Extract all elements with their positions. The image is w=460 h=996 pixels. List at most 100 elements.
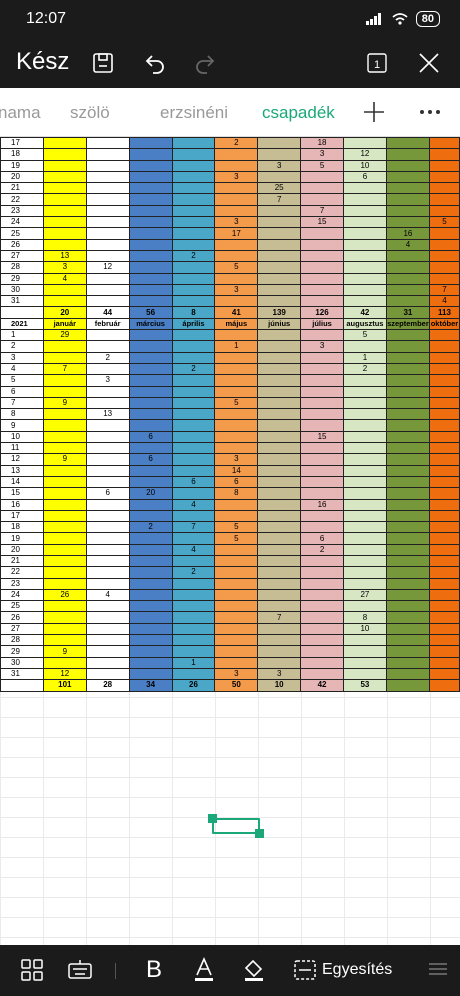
tab-erzsineni[interactable]: erzsinéni <box>160 103 229 122</box>
table-cell[interactable] <box>85 566 130 579</box>
table-cell[interactable] <box>428 453 460 466</box>
table-cell[interactable] <box>257 148 302 161</box>
table-cell[interactable]: 50 <box>214 679 259 692</box>
table-cell[interactable] <box>385 509 430 523</box>
table-cell[interactable] <box>128 385 173 398</box>
table-cell[interactable] <box>171 442 216 455</box>
table-cell[interactable] <box>42 475 87 489</box>
table-cell[interactable] <box>85 385 130 398</box>
table-cell[interactable] <box>257 475 302 489</box>
table-cell[interactable] <box>128 622 173 636</box>
month-header-cell[interactable]: február <box>85 317 130 331</box>
table-cell[interactable] <box>257 532 302 545</box>
table-cell[interactable] <box>342 464 387 477</box>
row-label-cell[interactable] <box>0 679 44 692</box>
table-cell[interactable]: 10 <box>257 679 302 692</box>
selection-handle-end[interactable] <box>255 829 264 838</box>
table-cell[interactable] <box>300 295 344 308</box>
table-cell[interactable] <box>42 193 87 206</box>
table-cell[interactable] <box>257 645 302 658</box>
table-cell[interactable]: 7 <box>257 193 302 206</box>
table-cell[interactable] <box>85 622 130 636</box>
table-cell[interactable]: 26 <box>171 679 216 692</box>
table-cell[interactable] <box>128 634 173 647</box>
table-cell[interactable] <box>257 137 302 150</box>
table-cell[interactable]: 1 <box>171 656 216 669</box>
table-cell[interactable]: 15 <box>300 216 344 229</box>
table-cell[interactable] <box>42 408 87 421</box>
table-cell[interactable] <box>42 216 87 229</box>
selected-cell[interactable] <box>208 814 264 838</box>
table-cell[interactable] <box>85 453 130 466</box>
table-cell[interactable] <box>85 532 130 545</box>
table-cell[interactable]: 9 <box>42 645 87 658</box>
table-cell[interactable] <box>428 464 460 477</box>
table-cell[interactable] <box>428 634 460 647</box>
table-cell[interactable]: 6 <box>342 170 387 184</box>
row-label-cell[interactable]: 21 <box>0 182 44 195</box>
table-cell[interactable] <box>128 272 173 285</box>
table-cell[interactable]: 8 <box>342 611 387 624</box>
table-cell[interactable] <box>128 577 173 590</box>
table-cell[interactable] <box>300 182 344 195</box>
table-cell[interactable] <box>128 204 173 218</box>
table-cell[interactable] <box>85 227 130 240</box>
row-label-cell[interactable]: 9 <box>0 419 44 432</box>
table-cell[interactable]: 8 <box>171 306 216 319</box>
row-label-cell[interactable]: 11 <box>0 442 44 455</box>
table-cell[interactable] <box>214 408 259 421</box>
table-cell[interactable] <box>257 374 302 387</box>
table-cell[interactable] <box>214 622 259 636</box>
table-cell[interactable] <box>171 148 216 161</box>
table-cell[interactable] <box>171 340 216 353</box>
table-cell[interactable] <box>385 329 430 342</box>
table-cell[interactable] <box>385 385 430 398</box>
table-cell[interactable] <box>214 193 259 206</box>
table-cell[interactable] <box>128 475 173 489</box>
table-cell[interactable] <box>257 272 302 285</box>
table-cell[interactable] <box>300 249 344 263</box>
row-label-cell[interactable]: 23 <box>0 204 44 218</box>
month-header-cell[interactable]: július <box>300 317 344 331</box>
table-cell[interactable] <box>300 261 344 274</box>
table-cell[interactable] <box>128 667 173 681</box>
table-cell[interactable]: 113 <box>428 306 460 319</box>
table-cell[interactable] <box>171 374 216 387</box>
table-cell[interactable] <box>42 611 87 624</box>
table-cell[interactable]: 126 <box>300 306 344 319</box>
table-cell[interactable] <box>42 295 87 308</box>
table-cell[interactable] <box>342 385 387 398</box>
table-cell[interactable] <box>42 577 87 590</box>
table-cell[interactable] <box>85 611 130 624</box>
table-cell[interactable] <box>171 554 216 568</box>
table-cell[interactable] <box>257 622 302 636</box>
table-cell[interactable] <box>385 487 430 500</box>
table-cell[interactable]: 28 <box>85 679 130 692</box>
table-cell[interactable]: 5 <box>300 159 344 172</box>
table-cell[interactable] <box>342 656 387 669</box>
merge-icon[interactable] <box>292 955 318 985</box>
month-header-cell[interactable]: június <box>257 317 302 331</box>
table-cell[interactable] <box>257 634 302 647</box>
table-cell[interactable] <box>171 645 216 658</box>
table-cell[interactable] <box>128 509 173 523</box>
table-cell[interactable] <box>42 182 87 195</box>
apps-icon[interactable] <box>18 955 46 985</box>
table-cell[interactable] <box>428 340 460 353</box>
selection-handle-start[interactable] <box>208 814 217 823</box>
table-cell[interactable] <box>128 498 173 511</box>
table-cell[interactable] <box>257 227 302 240</box>
table-cell[interactable]: 7 <box>42 362 87 376</box>
table-cell[interactable]: 10 <box>342 159 387 172</box>
table-cell[interactable] <box>171 622 216 636</box>
table-cell[interactable] <box>42 498 87 511</box>
table-cell[interactable] <box>385 216 430 229</box>
table-cell[interactable] <box>300 487 344 500</box>
keyboard-icon[interactable] <box>66 955 94 985</box>
table-cell[interactable] <box>214 159 259 172</box>
table-cell[interactable] <box>342 532 387 545</box>
table-cell[interactable]: 34 <box>128 679 173 692</box>
row-label-cell[interactable]: 7 <box>0 396 44 410</box>
table-cell[interactable] <box>385 374 430 387</box>
table-cell[interactable]: 15 <box>300 430 344 444</box>
